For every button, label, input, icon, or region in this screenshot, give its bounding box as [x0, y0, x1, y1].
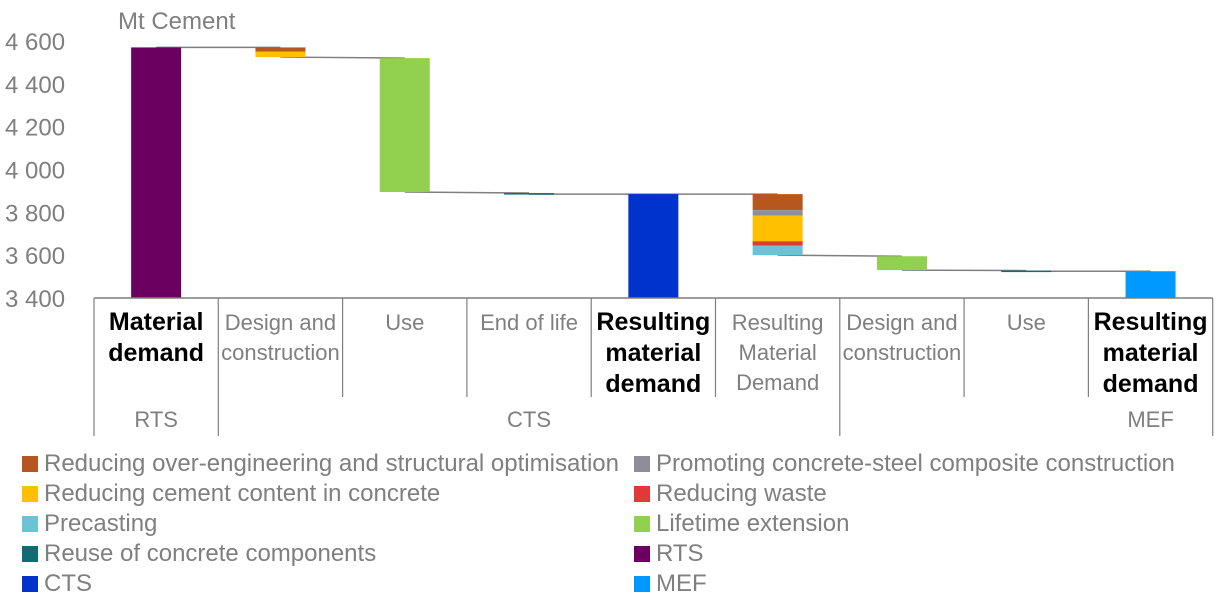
category-label: End of life — [480, 310, 578, 335]
group-label: CTS — [507, 407, 551, 432]
legend-label: MEF — [656, 570, 707, 597]
category-labels: Material demand Design and construction Use E… — [108, 308, 1207, 398]
legend-item: RTS — [634, 540, 704, 568]
bar-segment — [504, 193, 555, 195]
legend-label: Reducing over-engineering and structural… — [44, 450, 619, 477]
legend-label: Lifetime extension — [656, 510, 850, 537]
category-label: Design and construction — [843, 310, 962, 365]
connector-line — [404, 191, 530, 194]
legend-label: Reuse of concrete components — [44, 540, 377, 567]
category-label: Resulting Material Demand — [732, 310, 824, 395]
bar-segment — [752, 241, 803, 246]
legend-swatch — [22, 546, 38, 562]
waterfall-chart: 3 400 3 600 3 800 4 000 4 200 4 400 4 600 Mt C… — [5, 8, 1214, 436]
legend-swatch — [634, 576, 650, 592]
bar-segment — [752, 245, 803, 256]
legend-label: Precasting — [44, 510, 158, 537]
legend-swatch — [634, 516, 650, 532]
y-tick-label: 3 800 — [5, 200, 65, 227]
bar-segment — [255, 51, 306, 58]
group-label: RTS — [134, 407, 178, 432]
y-tick-label: 4 400 — [5, 72, 65, 99]
legend-swatch — [22, 516, 38, 532]
bar-segment — [379, 58, 430, 192]
legend-item: Lifetime extension — [634, 510, 849, 538]
category-label: Resulting material demand — [596, 308, 710, 398]
y-tick-label: 4 000 — [5, 158, 65, 185]
category-label: Design and construction — [221, 310, 340, 365]
bar-segment — [628, 194, 679, 298]
group-label: MEF — [1127, 407, 1173, 432]
bars — [131, 47, 1176, 298]
bar-segment — [876, 256, 927, 271]
bar-segment — [752, 210, 803, 216]
legend-label: Reducing cement content in concrete — [44, 480, 441, 507]
category-label: Material demand — [108, 308, 204, 367]
legend-swatch — [22, 486, 38, 502]
group-labels: RTS CTS MEF — [134, 407, 1173, 432]
legend-swatch — [634, 456, 650, 472]
legend-swatch — [22, 456, 38, 472]
connector-line — [280, 56, 405, 59]
unit-label: Mt Cement — [118, 8, 236, 35]
legend-item: Promoting concrete-steel composite const… — [634, 450, 1175, 478]
legend-swatch — [634, 546, 650, 562]
category-axis-table — [93, 297, 1214, 436]
y-tick-label: 4 200 — [5, 115, 65, 142]
legend-swatch — [634, 486, 650, 502]
y-axis-tick-labels: 3 400 3 600 3 800 4 000 4 200 4 400 4 600 — [5, 29, 65, 313]
legend-item: CTS — [22, 570, 92, 598]
category-label: Resulting material demand — [1094, 308, 1208, 398]
legend-item: Precasting — [22, 510, 157, 538]
legend-label: Reducing waste — [656, 480, 827, 507]
legend-item: Reuse of concrete components — [22, 540, 376, 568]
legend-item: Reducing cement content in concrete — [22, 480, 440, 508]
category-label: Use — [385, 310, 424, 335]
bar-segment — [255, 47, 306, 52]
legend-label: Promoting concrete-steel composite const… — [656, 450, 1175, 477]
y-tick-label: 4 600 — [5, 29, 65, 56]
bar-segment — [752, 215, 803, 242]
legend-item: Reducing over-engineering and structural… — [22, 450, 619, 478]
bar-segment — [1001, 270, 1052, 273]
legend-item: Reducing waste — [634, 480, 827, 508]
bar-segment — [752, 194, 803, 211]
bar-segment — [131, 47, 182, 298]
y-tick-label: 3 600 — [5, 243, 65, 270]
legend-label: CTS — [44, 570, 92, 597]
bar-segment — [1125, 271, 1176, 298]
y-tick-label: 3 400 — [5, 286, 65, 313]
legend-item: MEF — [634, 570, 707, 598]
category-label: Use — [1007, 310, 1046, 335]
legend-label: RTS — [656, 540, 704, 567]
connector-line — [777, 254, 902, 257]
legend-swatch — [22, 576, 38, 592]
